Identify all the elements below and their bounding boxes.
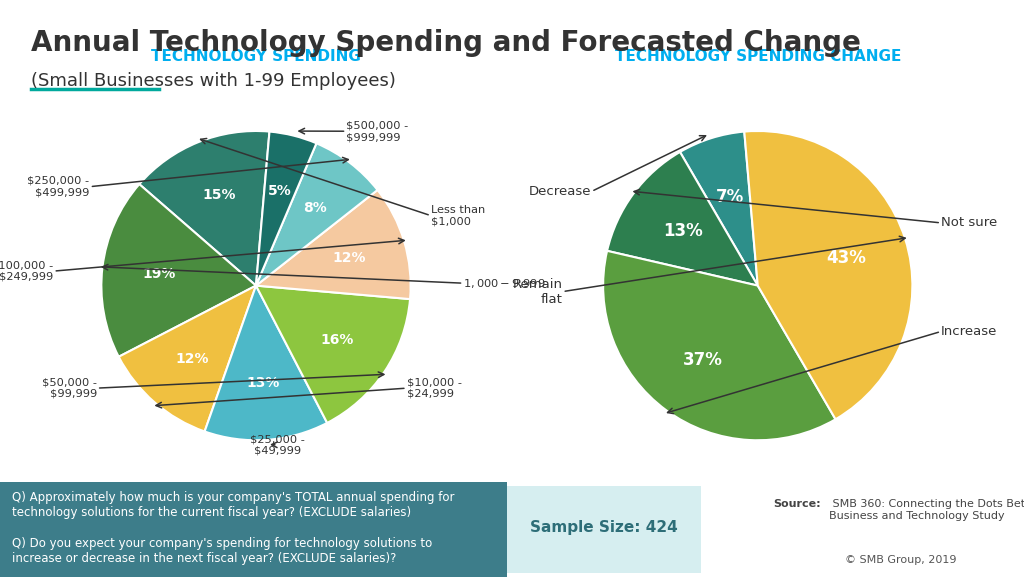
Text: 8%: 8% bbox=[303, 201, 327, 215]
Text: $50,000 -
$99,999: $50,000 - $99,999 bbox=[42, 377, 97, 399]
Text: Less than
$1,000: Less than $1,000 bbox=[431, 205, 485, 226]
Text: Increase: Increase bbox=[941, 325, 997, 338]
Text: SMB 360: Connecting the Dots Between
Business and Technology Study: SMB 360: Connecting the Dots Between Bus… bbox=[829, 499, 1024, 520]
Wedge shape bbox=[119, 286, 256, 432]
Wedge shape bbox=[744, 131, 912, 419]
Text: 7%: 7% bbox=[716, 188, 743, 206]
Wedge shape bbox=[256, 132, 316, 286]
Text: $250,000 -
$499,999: $250,000 - $499,999 bbox=[28, 176, 89, 197]
Text: 43%: 43% bbox=[826, 249, 866, 267]
Text: $10,000 -
$24,999: $10,000 - $24,999 bbox=[407, 377, 462, 399]
Text: 12%: 12% bbox=[333, 251, 367, 265]
Text: 16%: 16% bbox=[321, 333, 353, 347]
Text: TECHNOLOGY SPENDING CHANGE: TECHNOLOGY SPENDING CHANGE bbox=[614, 49, 901, 64]
Text: Remain
flat: Remain flat bbox=[512, 278, 562, 306]
Wedge shape bbox=[603, 251, 836, 440]
Text: $1,000-$9,999: $1,000-$9,999 bbox=[464, 277, 546, 290]
Wedge shape bbox=[101, 184, 256, 357]
Text: (Small Businesses with 1-99 Employees): (Small Businesses with 1-99 Employees) bbox=[31, 72, 395, 90]
Text: 15%: 15% bbox=[203, 188, 237, 203]
Text: 19%: 19% bbox=[142, 267, 176, 281]
Text: © SMB Group, 2019: © SMB Group, 2019 bbox=[846, 555, 956, 565]
Text: Q) Do you expect your company's spending for technology solutions to
increase or: Q) Do you expect your company's spending… bbox=[12, 537, 432, 565]
Bar bbox=[0, 482, 507, 577]
Text: Source:: Source: bbox=[773, 499, 821, 509]
Wedge shape bbox=[256, 286, 410, 423]
Wedge shape bbox=[256, 190, 411, 299]
Text: Sample Size: 424: Sample Size: 424 bbox=[530, 520, 678, 535]
Wedge shape bbox=[205, 286, 327, 440]
Text: 13%: 13% bbox=[664, 222, 702, 239]
Wedge shape bbox=[607, 152, 758, 286]
Wedge shape bbox=[680, 132, 758, 286]
Text: 37%: 37% bbox=[683, 351, 723, 369]
Text: TECHNOLOGY SPENDING: TECHNOLOGY SPENDING bbox=[152, 49, 360, 64]
Text: 12%: 12% bbox=[175, 352, 209, 366]
Bar bbox=[507, 486, 701, 573]
Text: Median Spending: Median Spending bbox=[5, 523, 108, 537]
Text: 5%: 5% bbox=[267, 184, 292, 198]
Text: Not sure: Not sure bbox=[941, 216, 997, 230]
Wedge shape bbox=[139, 131, 269, 286]
Text: Q) Approximately how much is your company's TOTAL annual spending for
technology: Q) Approximately how much is your compan… bbox=[12, 492, 455, 519]
Text: $500,000 -
$999,999: $500,000 - $999,999 bbox=[346, 121, 409, 142]
Text: Decrease: Decrease bbox=[528, 185, 591, 198]
Text: 13%: 13% bbox=[246, 376, 280, 390]
Text: $100,000 -
$249,999: $100,000 - $249,999 bbox=[0, 260, 53, 282]
Text: $25,000 -
$49,999: $25,000 - $49,999 bbox=[250, 434, 305, 456]
Wedge shape bbox=[256, 143, 378, 286]
Text: Annual Technology Spending and Forecasted Change: Annual Technology Spending and Forecaste… bbox=[31, 29, 860, 57]
